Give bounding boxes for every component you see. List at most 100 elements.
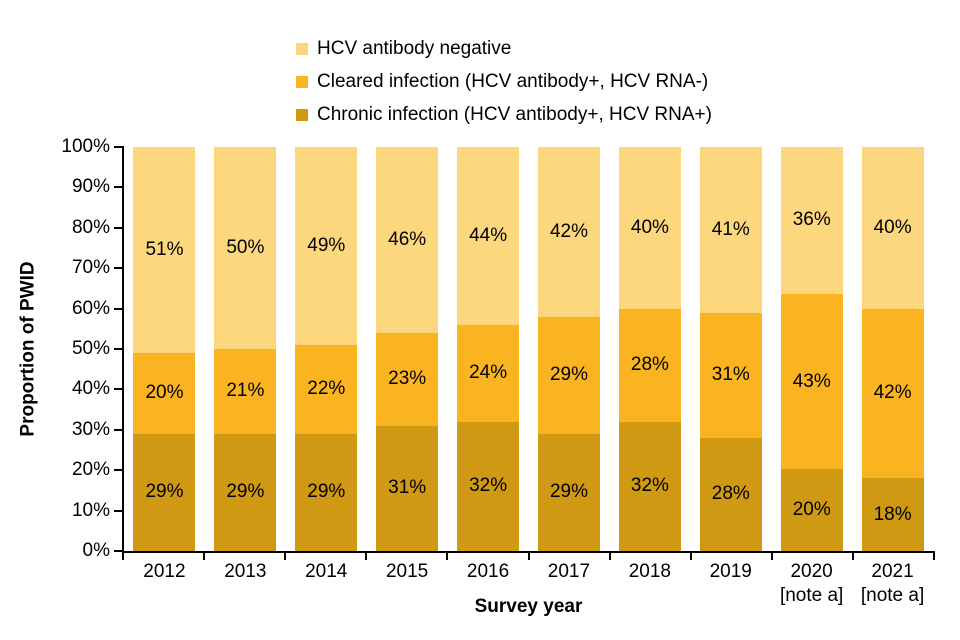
y-tick-mark bbox=[114, 469, 122, 472]
bar-2014: 29% 22% 49% bbox=[295, 147, 358, 551]
y-tick-label: 10% bbox=[71, 499, 110, 521]
x-tick-mark bbox=[608, 553, 611, 560]
x-axis-line bbox=[122, 551, 935, 553]
x-tick-mark bbox=[851, 553, 854, 560]
legend-item-label: Cleared infection (HCV antibody+, HCV RN… bbox=[317, 71, 709, 92]
y-tick-mark bbox=[114, 226, 122, 229]
bar-2016: 32% 24% 44% bbox=[457, 147, 520, 551]
y-tick-mark bbox=[114, 186, 122, 189]
x-tick-mark bbox=[527, 553, 530, 560]
bar-cell: 20% 43% 36% bbox=[771, 147, 852, 551]
x-tick-mark bbox=[933, 553, 935, 560]
x-category-note: [note a] bbox=[860, 585, 925, 606]
bar-segment-label: 49% bbox=[307, 234, 346, 256]
bar-segment-label: 43% bbox=[792, 370, 831, 392]
bar-segment-label: 46% bbox=[388, 228, 427, 250]
bar-2013: 29% 21% 50% bbox=[214, 147, 277, 551]
x-category-label: 2014 bbox=[305, 561, 348, 582]
bar-segment: 18% bbox=[861, 478, 924, 551]
bar-segment: 22% bbox=[295, 344, 358, 434]
legend-item-label: Chronic infection (HCV antibody+, HCV RN… bbox=[317, 104, 712, 125]
bar-cell: 29% 20% 51% bbox=[124, 147, 205, 551]
bar-2018: 32% 28% 40% bbox=[618, 147, 681, 551]
bar-2021: 18% 42% 40% bbox=[861, 147, 924, 551]
bar-segment: 40% bbox=[618, 147, 681, 309]
x-tick-mark bbox=[284, 553, 287, 560]
x-tick-mark bbox=[689, 553, 692, 560]
legend: HCV antibody negative Cleared infection (… bbox=[296, 36, 712, 128]
bar-segment-label: 32% bbox=[469, 475, 508, 497]
bar-segment-label: 29% bbox=[307, 481, 346, 503]
bar-segment: 44% bbox=[457, 147, 520, 325]
bar-segment: 32% bbox=[457, 421, 520, 551]
bar-cell: 29% 29% 42% bbox=[529, 147, 610, 551]
bar-segment-label: 24% bbox=[469, 362, 508, 384]
bar-segment: 29% bbox=[537, 433, 600, 551]
bar-cell: 32% 24% 44% bbox=[448, 147, 529, 551]
bar-segment-label: 51% bbox=[145, 239, 184, 261]
bar-cell: 28% 31% 41% bbox=[690, 147, 771, 551]
bar-segment-label: 36% bbox=[792, 209, 831, 231]
bar-segment-label: 41% bbox=[711, 218, 750, 240]
bar-segment-label: 40% bbox=[630, 216, 669, 238]
bar-cell: 29% 21% 50% bbox=[205, 147, 286, 551]
bar-2020: 20% 43% 36% bbox=[780, 147, 843, 551]
bar-segment: 36% bbox=[780, 147, 843, 294]
legend-swatch-icon bbox=[296, 43, 308, 55]
y-tick-label: 100% bbox=[61, 136, 110, 157]
bar-segment: 20% bbox=[780, 469, 843, 551]
bar-cell: 31% 23% 46% bbox=[367, 147, 448, 551]
bar-segment: 41% bbox=[699, 147, 762, 313]
bar-segment: 28% bbox=[699, 437, 762, 551]
bar-segment-label: 42% bbox=[873, 382, 912, 404]
bar-segment: 29% bbox=[214, 433, 277, 551]
y-tick-mark bbox=[114, 146, 122, 148]
bar-segment: 29% bbox=[537, 316, 600, 434]
y-tick-mark bbox=[114, 307, 122, 310]
bar-2019: 28% 31% 41% bbox=[699, 147, 762, 551]
x-category-label: 2018 bbox=[628, 561, 671, 582]
bar-2015: 31% 23% 46% bbox=[376, 147, 439, 551]
y-tick-label: 0% bbox=[82, 540, 110, 561]
bar-cell: 29% 22% 49% bbox=[286, 147, 367, 551]
bar-segment: 50% bbox=[214, 147, 277, 350]
bar-segment-label: 42% bbox=[549, 220, 588, 242]
bar-segment: 32% bbox=[618, 421, 681, 551]
legend-swatch-icon bbox=[296, 76, 308, 88]
bar-segment: 29% bbox=[295, 433, 358, 551]
bar-segment-label: 31% bbox=[388, 477, 427, 499]
x-category-note: [note a] bbox=[779, 585, 844, 606]
bar-segment-label: 18% bbox=[873, 503, 912, 525]
legend-item-label: HCV antibody negative bbox=[317, 38, 512, 59]
bar-segment-label: 23% bbox=[388, 368, 427, 390]
bar-segment: 31% bbox=[376, 425, 439, 551]
y-tick-label: 80% bbox=[71, 216, 110, 238]
legend-swatch-icon bbox=[296, 109, 308, 121]
bar-segment: 42% bbox=[537, 147, 600, 317]
y-tick-mark bbox=[114, 428, 122, 431]
bar-segment-label: 20% bbox=[145, 382, 184, 404]
legend-item: HCV antibody negative bbox=[296, 36, 712, 62]
bar-segment-label: 20% bbox=[792, 499, 831, 521]
bar-cell: 32% 28% 40% bbox=[609, 147, 690, 551]
bar-segment: 42% bbox=[861, 308, 924, 479]
bar-2012: 29% 20% 51% bbox=[133, 147, 196, 551]
x-category-label: 2016 bbox=[466, 561, 510, 582]
legend-item: Cleared infection (HCV antibody+, HCV RN… bbox=[296, 69, 712, 95]
bar-segment-label: 22% bbox=[307, 378, 346, 400]
bar-segment: 51% bbox=[133, 147, 196, 354]
bar-segment-label: 31% bbox=[711, 364, 750, 386]
bar-segment-label: 40% bbox=[873, 216, 912, 238]
bar-segment-label: 29% bbox=[226, 481, 265, 503]
y-tick-label: 70% bbox=[71, 257, 110, 279]
y-tick-mark bbox=[114, 348, 122, 350]
bar-segment: 31% bbox=[699, 312, 762, 438]
x-category-label: 2019 bbox=[709, 561, 752, 582]
bar-segment: 43% bbox=[780, 293, 843, 470]
y-tick-mark bbox=[114, 550, 122, 552]
plot-area: 29% 20% 51% 29% 21% 50% 29% 22% 49% 31% 23% 46% 32% 2… bbox=[124, 147, 933, 551]
bar-segment: 40% bbox=[861, 147, 924, 309]
x-category-label: 2020 [note a] bbox=[771, 560, 852, 608]
y-axis-line bbox=[122, 146, 124, 553]
y-tick-label: 30% bbox=[71, 418, 110, 440]
